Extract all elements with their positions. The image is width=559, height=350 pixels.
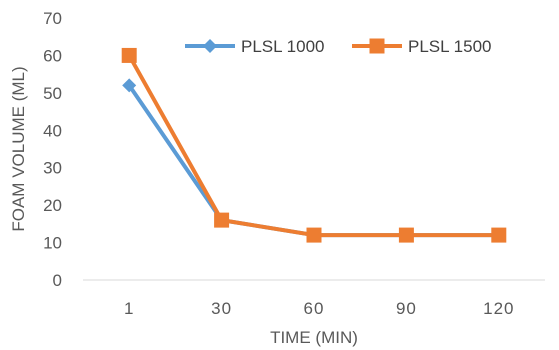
x-tick-label: 120 xyxy=(483,299,514,318)
x-tick-label: 30 xyxy=(211,299,232,318)
legend-label-plsl-1500: PLSL 1500 xyxy=(408,37,492,56)
x-tick-label: 60 xyxy=(304,299,325,318)
series-line-plsl-1000 xyxy=(127,84,499,238)
data-point-plsl-1500 xyxy=(306,227,322,243)
y-tick-label: 20 xyxy=(43,196,62,215)
y-tick-label: 30 xyxy=(43,159,62,178)
x-tick-label: 90 xyxy=(396,299,417,318)
data-point-plsl-1500 xyxy=(491,227,507,243)
data-point-plsl-1500 xyxy=(121,47,137,63)
data-point-plsl-1500 xyxy=(398,227,414,243)
y-tick-label: 50 xyxy=(43,84,62,103)
series-group xyxy=(121,47,507,243)
legend-marker-plsl-1000 xyxy=(203,39,217,53)
data-point-plsl-1500 xyxy=(214,212,230,228)
series-line-plsl-1500 xyxy=(127,54,499,238)
y-axis-ticks: 0 10 20 30 40 50 60 70 xyxy=(43,9,62,290)
y-tick-label: 60 xyxy=(43,46,62,65)
legend: PLSL 1000 PLSL 1500 xyxy=(185,37,492,56)
y-axis-title: FOAM VOLUME (ML) xyxy=(9,66,28,231)
legend-marker-plsl-1500 xyxy=(369,38,385,54)
x-tick-label: 1 xyxy=(124,299,134,318)
data-point-plsl-1000 xyxy=(122,78,137,93)
y-tick-label: 0 xyxy=(53,271,62,290)
y-tick-label: 40 xyxy=(43,121,62,140)
x-axis-ticks: 1 30 60 90 120 xyxy=(124,299,514,318)
x-axis-title: TIME (MIN) xyxy=(270,328,358,347)
y-tick-label: 10 xyxy=(43,234,62,253)
legend-label-plsl-1000: PLSL 1000 xyxy=(241,37,325,56)
y-tick-label: 70 xyxy=(43,9,62,28)
